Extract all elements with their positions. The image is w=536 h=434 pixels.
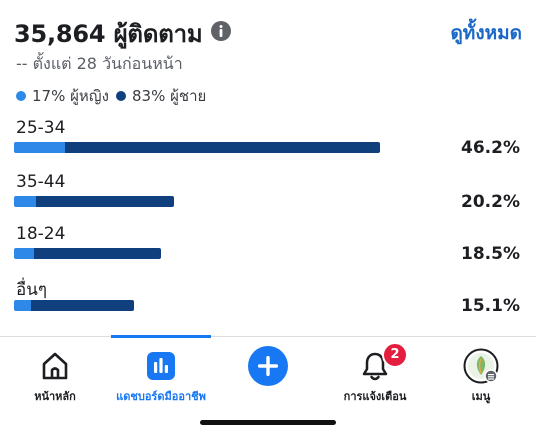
active-tab-indicator — [111, 335, 211, 338]
female-dot-icon — [16, 90, 26, 101]
age-row: 35-44 20.2% — [0, 172, 536, 224]
age-row: อื่นๆ 15.1% — [0, 276, 536, 328]
home-indicator — [200, 420, 336, 425]
home-icon — [42, 352, 68, 380]
dashboard-icon — [147, 352, 175, 380]
male-dot-icon — [116, 90, 126, 101]
age-bar-male-segment — [36, 196, 174, 207]
age-bar — [14, 142, 380, 153]
nav-home-label: หน้าหลัก — [34, 390, 76, 403]
nav-menu[interactable]: เมนู — [426, 344, 536, 410]
age-category-label: 18-24 — [16, 224, 66, 244]
nav-divider — [0, 336, 536, 337]
nav-create[interactable] — [213, 344, 323, 410]
age-bar-male-segment — [65, 142, 380, 153]
legend-item-female: 17% ผู้หญิง — [16, 84, 109, 108]
followers-title: 35,864 ผู้ติดตาม — [14, 20, 203, 48]
info-icon[interactable] — [210, 20, 232, 42]
age-bar-female-segment — [14, 142, 65, 153]
age-bar — [14, 300, 134, 311]
age-value-label: 20.2% — [461, 192, 520, 212]
audience-header: 35,864 ผู้ติดตาม ดูทั้งหมด — [14, 14, 522, 48]
legend-female-label: 17% ผู้หญิง — [32, 87, 109, 105]
legend-item-male: 83% ผู้ชาย — [116, 84, 206, 108]
create-plus-icon — [248, 346, 288, 386]
nav-home[interactable]: หน้าหลัก — [0, 344, 110, 410]
date-range-subtitle: -- ตั้งแต่ 28 วันก่อนหน้า — [16, 54, 183, 73]
age-bar-female-segment — [14, 196, 36, 207]
nav-menu-label: เมนู — [471, 390, 491, 403]
nav-professional-dashboard[interactable]: แดชบอร์ดมืออาชีพ — [106, 344, 216, 410]
age-bar-male-segment — [34, 248, 161, 259]
age-value-label: 15.1% — [461, 296, 520, 316]
nav-notifications-label: การแจ้งเตือน — [343, 390, 407, 403]
age-category-label: อื่นๆ — [16, 280, 47, 300]
age-row: 25-34 46.2% — [0, 118, 536, 170]
age-bar-female-segment — [14, 248, 34, 259]
age-value-label: 46.2% — [461, 138, 520, 158]
age-bar — [14, 196, 174, 207]
see-all-link[interactable]: ดูทั้งหมด — [450, 22, 522, 44]
nav-notifications[interactable]: 2 การแจ้งเตือน — [320, 342, 430, 410]
notification-count-badge: 2 — [382, 342, 408, 368]
age-bar — [14, 248, 161, 259]
profile-menu-icon — [463, 348, 499, 384]
legend-male-label: 83% ผู้ชาย — [132, 87, 207, 105]
age-category-label: 25-34 — [16, 118, 66, 138]
age-bar-male-segment — [31, 300, 134, 311]
nav-dashboard-label: แดชบอร์ดมืออาชีพ — [116, 390, 206, 403]
age-row: 18-24 18.5% — [0, 224, 536, 276]
age-value-label: 18.5% — [461, 244, 520, 264]
age-bar-female-segment — [14, 300, 31, 311]
age-category-label: 35-44 — [16, 172, 66, 192]
bell-icon — [362, 352, 388, 381]
